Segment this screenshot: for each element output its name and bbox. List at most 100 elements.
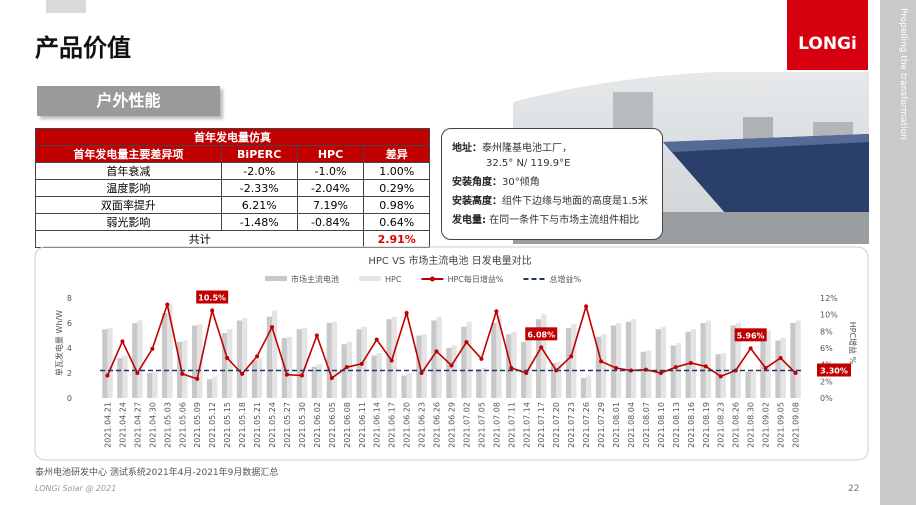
bar [147,373,153,398]
bar [775,340,781,398]
bar [730,325,736,398]
y2-tick-label: 8% [820,327,833,336]
data-label-box [196,290,229,304]
line-marker [778,356,783,360]
bar [795,320,801,398]
bar [197,324,203,398]
line-marker [614,366,619,370]
x-tick-label: 2021.07.08 [492,402,501,448]
info-text: 30°倾角 [502,177,540,188]
info-line: 安装高度：组件下边缘与地面的高度是1.5米 [452,192,662,207]
line-marker [165,302,170,307]
x-tick-label: 2021.06.29 [448,402,457,448]
bar [242,318,248,398]
bar [421,334,427,398]
info-text: 32.5° N/ 119.9°E [486,158,571,169]
x-tick-label: 2021.08.13 [672,402,681,448]
bar [132,323,138,398]
data-label: 5.96% [737,331,765,340]
table-cell: 首年衰减 [35,162,222,180]
table-cell: -1.0% [296,162,365,180]
x-tick-label: 2021.09.02 [762,402,771,448]
x-tick-label: 2021.04.24 [118,402,127,448]
line-marker [584,304,589,309]
bar [506,334,512,398]
column-header: HPC [296,145,365,163]
bar [152,371,158,398]
bar [257,358,263,398]
table-row: 温度影响 -2.33% -2.04% 0.29% [35,179,430,197]
table-header-row: 首年发电量主要差异项 BiPERC HPC 差异 [35,145,430,163]
line-marker [225,356,230,360]
x-tick-label: 2021.06.02 [313,402,322,448]
y-tick-label: 8 [67,294,72,303]
y-tick-label: 4 [67,344,72,353]
line-marker [299,373,304,378]
bar [416,335,422,398]
table-row: 弱光影响 -1.48% -0.84% 0.64% [35,213,430,231]
bar [401,375,407,398]
data-label: 6.08% [527,330,555,339]
line-marker [344,365,349,370]
bar [750,370,756,398]
y2-tick-label: 6% [820,344,833,353]
bar [266,316,273,398]
bar [227,329,233,398]
bar [640,351,646,398]
bar [780,338,786,398]
line-marker [539,345,544,350]
x-tick-label: 2021.04.30 [148,402,157,448]
line-marker [763,366,768,370]
line-marker [793,371,798,375]
x-tick-label: 2021.07.05 [477,402,486,448]
decoration [46,0,86,13]
bar [550,363,557,398]
line-marker [479,356,484,361]
x-tick-label: 2021.05.24 [268,402,277,448]
x-tick-label: 2021.05.30 [298,402,307,448]
info-line: 32.5° N/ 119.9°E [452,158,662,169]
bar [137,320,143,398]
x-tick-label: 2021.07.20 [552,402,561,448]
chart-title: HPC VS 市场主流电池 日发电量对比 [368,254,531,267]
x-tick-label: 2021.06.26 [433,402,442,448]
line-marker [494,309,499,314]
bar [466,321,472,398]
bar [386,319,392,398]
info-label: 安装角度： [452,177,502,188]
y-tick-label: 0 [67,394,72,403]
section-label: 户外性能 [37,86,220,116]
bar [735,323,741,398]
line-marker [329,376,334,380]
info-line: 安装角度：30°倾角 [452,173,662,188]
line-marker [718,374,723,379]
y-axis-title: 单瓦发电量 Wh/W [54,310,64,376]
bar [431,320,437,398]
x-tick-label: 2021.06.17 [388,402,397,448]
x-tick-label: 2021.08.23 [717,402,726,448]
x-tick-label: 2021.05.27 [283,402,292,448]
line-marker [359,361,364,366]
bar [481,368,487,398]
info-line: 地址：泰州隆基电池工厂， [452,139,662,154]
bar [406,373,412,398]
legend-marker [429,276,435,282]
line-marker [748,346,753,351]
bar [511,331,517,398]
bar [167,304,173,398]
x-tick-label: 2021.08.07 [642,402,651,448]
x-tick-label: 2021.04.27 [133,402,142,448]
footnote: 泰州电池研发中心 测试系统2021年4月-2021年9月数据汇总 [35,468,279,478]
x-tick-label: 2021.05.15 [223,402,232,448]
bar [301,328,308,398]
table-cell: 温度影响 [35,179,222,197]
side-bar [880,0,916,505]
bar [700,323,706,398]
info-text: 组件下边缘与地面的高度是1.5米 [502,196,648,207]
data-label-box [817,363,851,377]
x-tick-label: 2021.07.02 [462,402,471,448]
line-marker [688,361,693,365]
bar [391,316,397,398]
bar [496,315,502,398]
